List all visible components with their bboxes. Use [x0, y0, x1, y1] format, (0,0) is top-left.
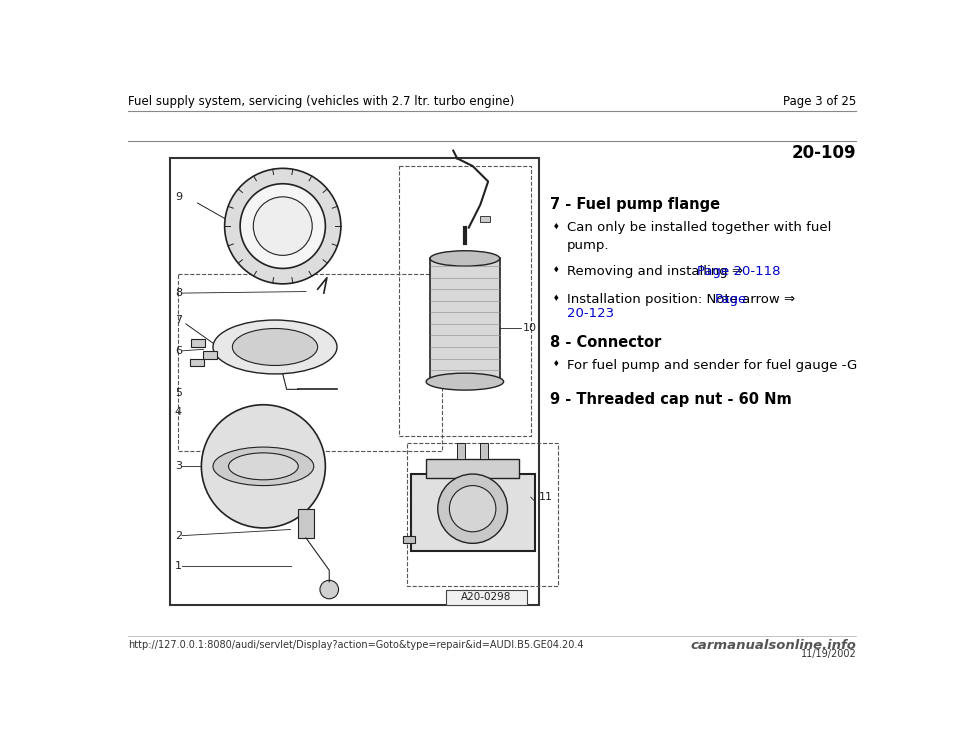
Text: 11/19/2002: 11/19/2002	[801, 649, 856, 659]
Text: 1: 1	[175, 562, 182, 571]
Text: 10: 10	[523, 323, 537, 332]
Circle shape	[253, 197, 312, 255]
Text: 7: 7	[175, 315, 182, 325]
Text: http://127.0.0.1:8080/audi/servlet/Display?action=Goto&type=repair&id=AUDI.B5.GE: http://127.0.0.1:8080/audi/servlet/Displ…	[128, 640, 584, 649]
Text: 8: 8	[175, 288, 182, 298]
Bar	[399, 166, 531, 436]
Bar	[430, 258, 500, 381]
Text: 3: 3	[175, 462, 182, 471]
Text: Page: Page	[715, 293, 748, 306]
Circle shape	[438, 474, 508, 543]
Bar	[203, 351, 217, 358]
Text: 4: 4	[175, 407, 182, 418]
Bar	[426, 459, 519, 478]
Text: Can only be installed together with fuel
pump.: Can only be installed together with fuel…	[567, 221, 831, 252]
Text: Removing and installing ⇒: Removing and installing ⇒	[567, 265, 748, 278]
Circle shape	[449, 485, 496, 532]
Text: 2: 2	[175, 531, 182, 541]
Bar	[411, 474, 535, 551]
Text: 6: 6	[175, 346, 182, 356]
Text: 5: 5	[175, 388, 182, 398]
Bar	[403, 536, 415, 543]
Bar	[445, 590, 527, 605]
Text: A20-0298: A20-0298	[462, 592, 512, 603]
Bar	[457, 443, 465, 459]
Text: 9: 9	[175, 192, 182, 202]
Text: Page 20-118: Page 20-118	[697, 265, 780, 278]
Text: 8 - Connector: 8 - Connector	[550, 335, 661, 350]
Polygon shape	[554, 223, 559, 229]
Bar	[179, 274, 442, 451]
Text: Fuel supply system, servicing (vehicles with 2.7 ltr. turbo engine): Fuel supply system, servicing (vehicles …	[128, 95, 515, 108]
Polygon shape	[554, 360, 559, 367]
Bar	[190, 358, 204, 367]
Bar	[170, 158, 539, 605]
Text: For fuel pump and sender for fuel gauge -G: For fuel pump and sender for fuel gauge …	[567, 358, 857, 372]
Text: carmanualsonline.info: carmanualsonline.info	[690, 639, 856, 651]
Circle shape	[320, 580, 339, 599]
Bar	[480, 443, 488, 459]
Ellipse shape	[426, 373, 504, 390]
Circle shape	[202, 404, 325, 528]
Text: Installation position: Note arrow ⇒: Installation position: Note arrow ⇒	[567, 293, 800, 306]
Text: 7 - Fuel pump flange: 7 - Fuel pump flange	[550, 197, 720, 211]
Circle shape	[225, 168, 341, 284]
Ellipse shape	[228, 453, 299, 480]
Bar	[299, 509, 314, 538]
Text: 20-123: 20-123	[567, 307, 614, 320]
Ellipse shape	[213, 320, 337, 374]
Text: 11: 11	[539, 492, 553, 502]
Text: Page 3 of 25: Page 3 of 25	[783, 95, 856, 108]
Bar	[480, 216, 490, 223]
Polygon shape	[554, 266, 559, 272]
Text: 9 - Threaded cap nut - 60 Nm: 9 - Threaded cap nut - 60 Nm	[550, 392, 792, 407]
Ellipse shape	[232, 329, 318, 366]
Ellipse shape	[213, 447, 314, 485]
Circle shape	[240, 184, 325, 269]
Bar	[191, 339, 205, 347]
Polygon shape	[554, 295, 559, 301]
Ellipse shape	[430, 251, 500, 266]
Text: 20-109: 20-109	[792, 145, 856, 162]
Bar	[407, 443, 558, 585]
